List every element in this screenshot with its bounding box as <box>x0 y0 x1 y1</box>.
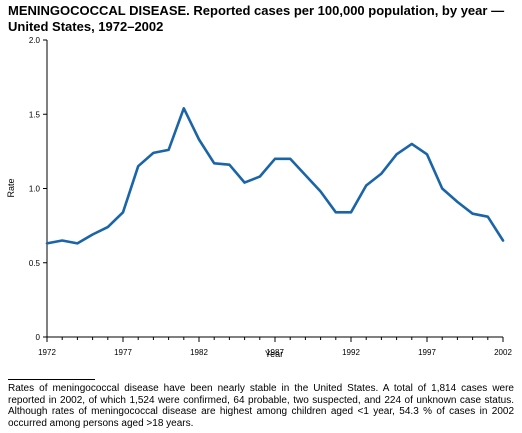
y-tick-label: 0 <box>36 333 41 342</box>
y-tick-label: 1.0 <box>29 185 41 194</box>
x-tick-label: 1997 <box>418 348 436 357</box>
y-tick-label: 2.0 <box>29 36 41 45</box>
x-axis-label: Year <box>265 349 283 359</box>
x-tick-label: 1992 <box>342 348 360 357</box>
x-tick-label: 1987 <box>266 348 284 357</box>
y-tick-label: 0.5 <box>29 259 41 268</box>
y-axis-ticks: 0 0.5 1.0 1.5 2.0 <box>29 36 47 342</box>
y-tick-label: 1.5 <box>29 110 41 119</box>
axes <box>46 40 503 338</box>
x-tick-label: 1982 <box>190 348 208 357</box>
footnote-text: Rates of meningococcal disease have been… <box>8 383 514 429</box>
x-tick-label: 2002 <box>494 348 512 357</box>
x-tick-label: 1977 <box>114 348 132 357</box>
chart-title: MENINGOCOCCAL DISEASE. Reported cases pe… <box>8 3 505 34</box>
series-line <box>45 107 505 245</box>
x-axis-ticks: 1972 1977 1982 1987 1992 1997 2002 <box>38 337 512 357</box>
y-axis-label: Rate <box>6 178 16 197</box>
footnote-rule <box>8 379 95 380</box>
x-tick-label: 1972 <box>38 348 56 357</box>
